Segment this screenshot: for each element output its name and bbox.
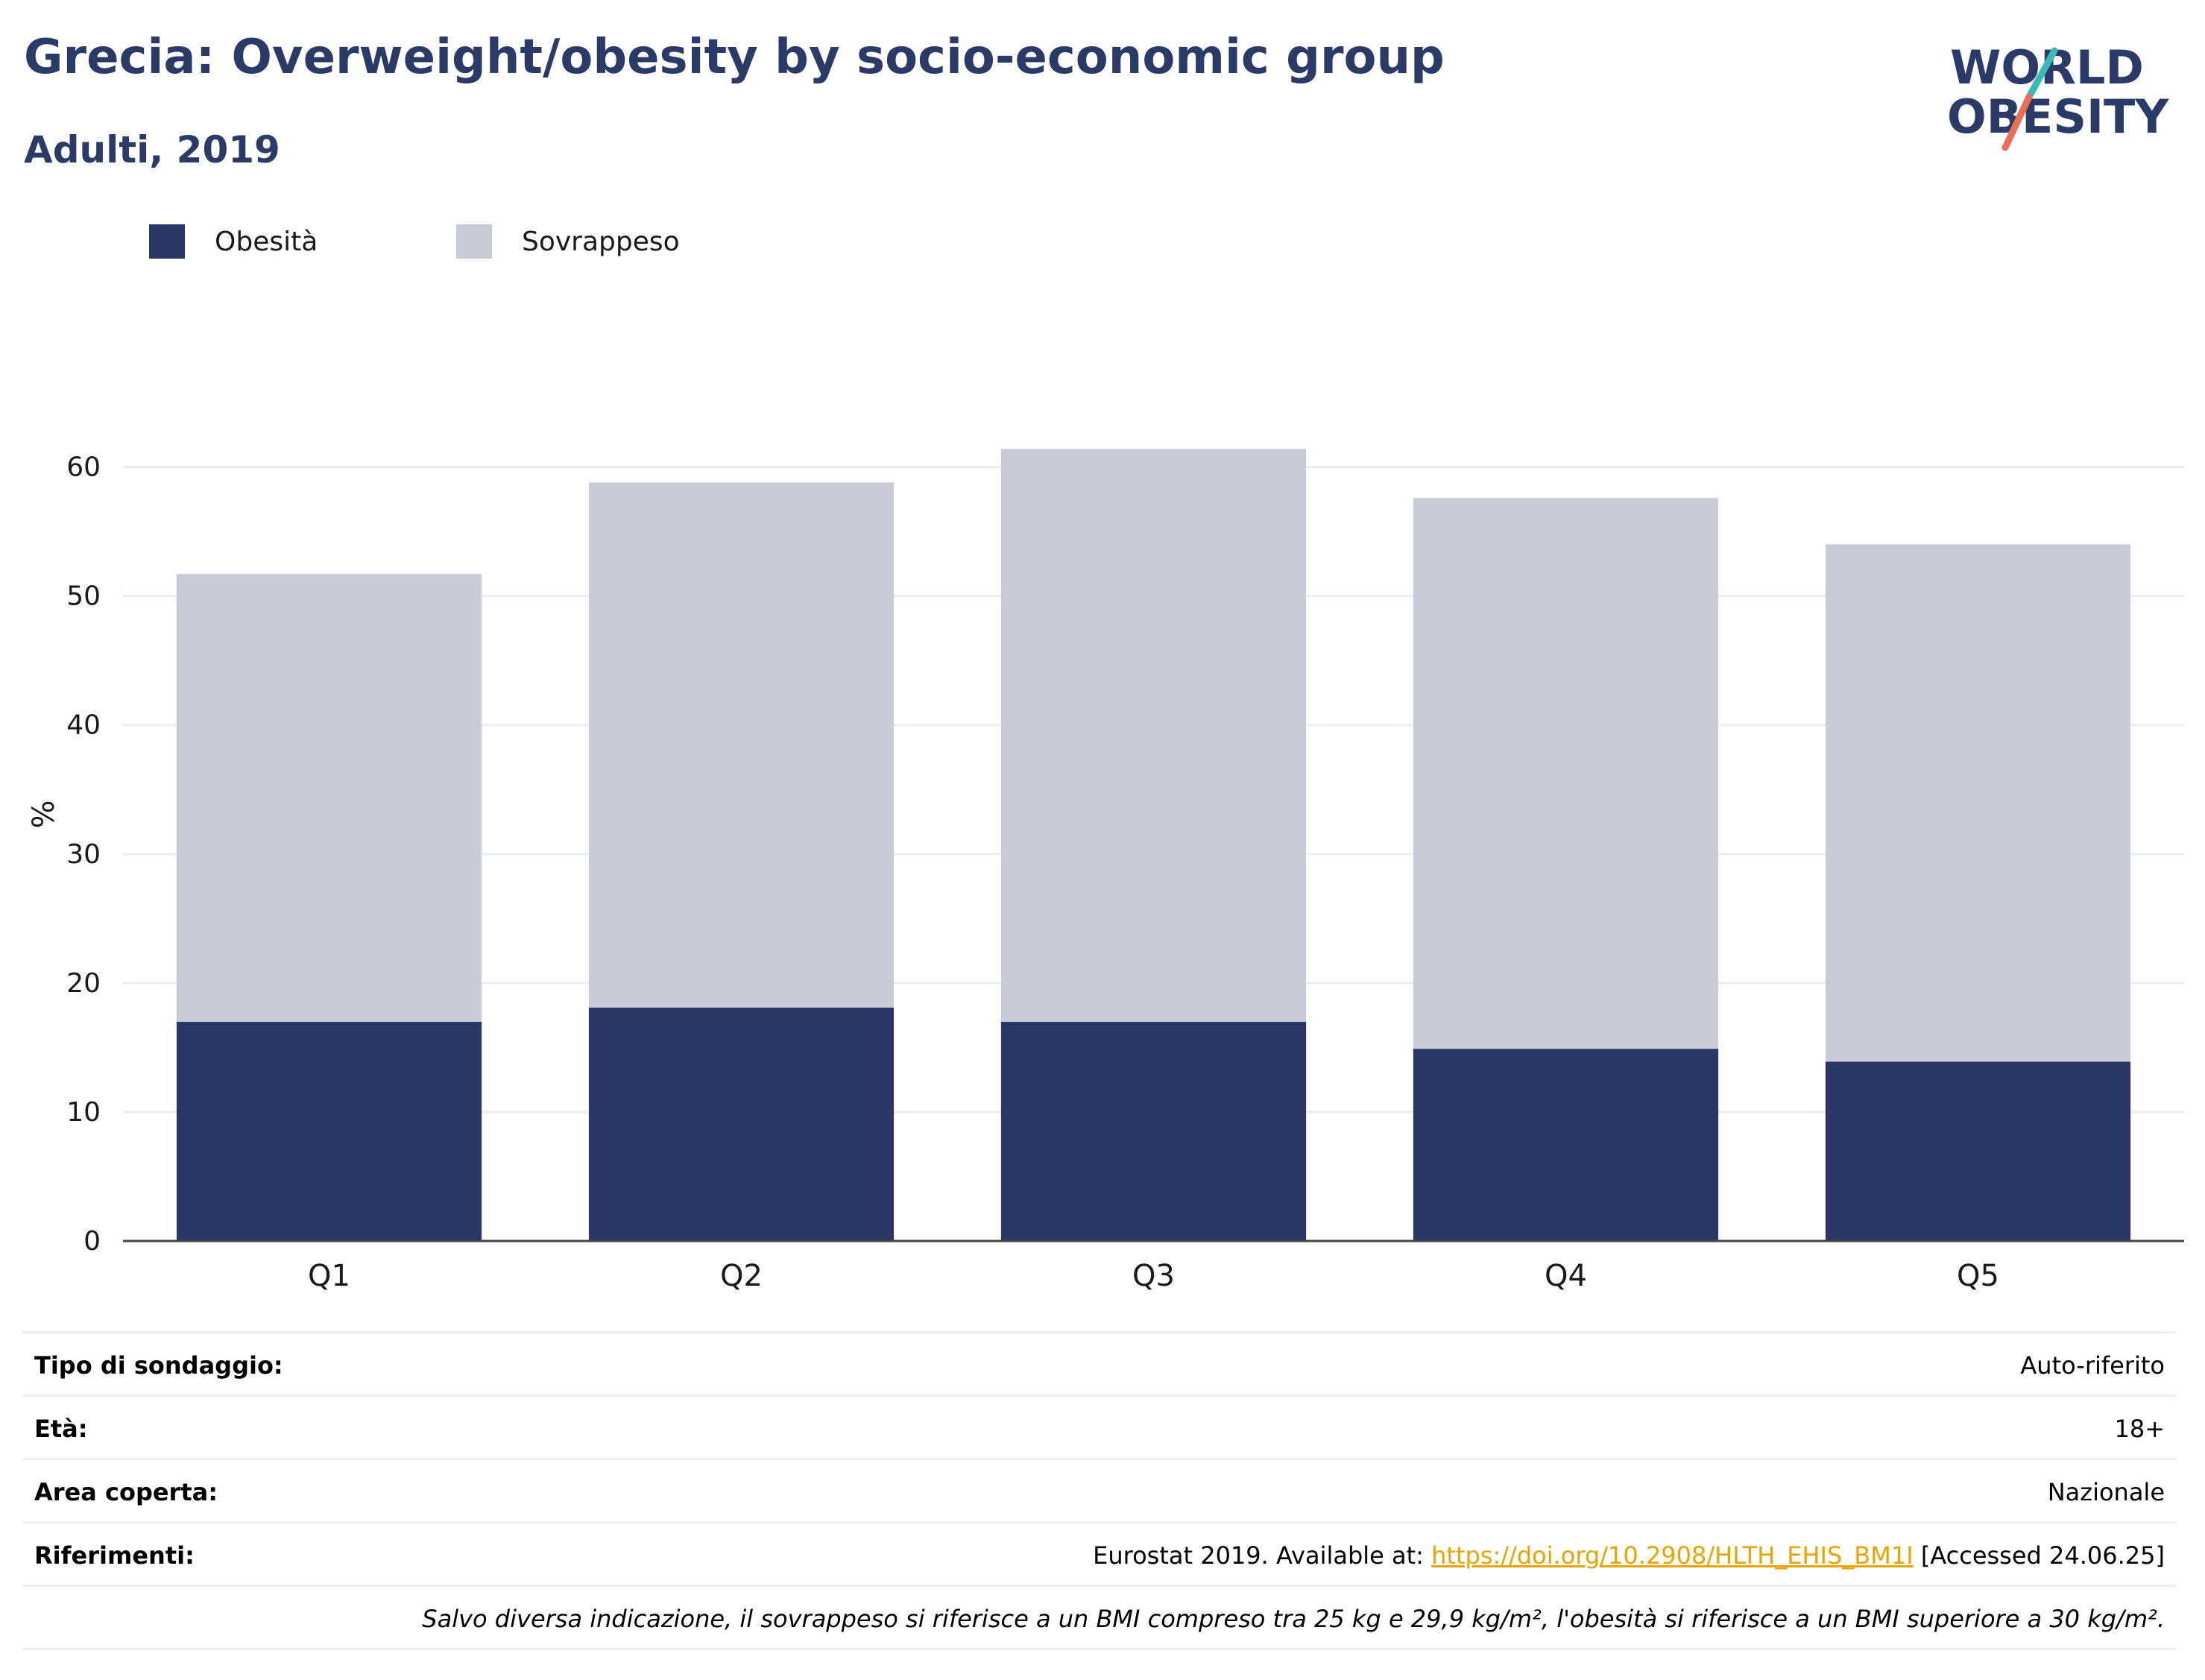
bar-overweight-q1[interactable] (176, 574, 482, 1022)
info-row-note: Salvo diversa indicazione, il sovrappeso… (22, 1585, 2177, 1650)
area-value: Nazionale (2047, 1478, 2165, 1506)
bar-obesity-q3[interactable] (1000, 1021, 1307, 1241)
x-tick-label: Q4 (1545, 1259, 1587, 1293)
x-tick-label: Q3 (1132, 1259, 1175, 1293)
world-obesity-logo: WORLD OBESITY (1947, 40, 2169, 151)
y-tick-label: 60 (66, 452, 101, 483)
bar-overweight-q5[interactable] (1825, 544, 2131, 1062)
info-row-references: Riferimenti: Eurostat 2019. Available at… (22, 1521, 2177, 1585)
y-tick-label: 50 (66, 581, 101, 612)
info-row-survey-type: Tipo di sondaggio: Auto-riferito (22, 1331, 2177, 1395)
info-table: Tipo di sondaggio: Auto-riferito Età: 18… (22, 1331, 2177, 1650)
legend-label-overweight: Sovrappeso (522, 226, 680, 257)
chart-title: Grecia: Overweight/obesity by socio-econ… (24, 30, 1445, 85)
bar-obesity-q4[interactable] (1413, 1049, 1719, 1241)
references-label: Riferimenti: (34, 1541, 195, 1570)
legend-swatch-overweight (456, 224, 492, 259)
references-suffix: [Accessed 24.06.25] (1913, 1541, 2165, 1570)
legend-swatch-obesity (149, 224, 185, 259)
info-row-age: Età: 18+ (22, 1395, 2177, 1458)
references-value: Eurostat 2019. Available at: https://doi… (1093, 1541, 2165, 1570)
bar-chart: 0 10 20 30 40 50 60% Q1 Q2 Q3 Q4 Q5 (27, 449, 2184, 1293)
y-tick-label: 40 (66, 710, 101, 741)
bar-overweight-q4[interactable] (1413, 498, 1719, 1049)
y-tick-label: 30 (66, 839, 101, 870)
age-label: Età: (34, 1415, 88, 1443)
legend-item-obesity[interactable]: Obesità (149, 222, 318, 261)
x-tick-label: Q1 (308, 1259, 350, 1293)
bar-obesity-q2[interactable] (588, 1007, 895, 1241)
logo-slash-top (2025, 47, 2058, 101)
legend-item-overweight[interactable]: Sovrappeso (456, 222, 680, 261)
references-link[interactable]: https://doi.org/10.2908/HLTH_EHIS_BM1I (1431, 1541, 1914, 1570)
area-label: Area coperta: (34, 1478, 218, 1506)
x-tick-label: Q2 (720, 1259, 763, 1293)
survey-type-label: Tipo di sondaggio: (34, 1351, 283, 1380)
bar-obesity-q1[interactable] (176, 1021, 482, 1241)
y-tick-label: 0 (83, 1226, 101, 1257)
y-tick-label: 10 (66, 1097, 101, 1128)
chart-subtitle: Adulti, 2019 (24, 128, 280, 171)
definition-note: Salvo diversa indicazione, il sovrappeso… (422, 1605, 2165, 1633)
bar-obesity-q5[interactable] (1825, 1061, 2131, 1241)
y-tick-label: 20 (66, 968, 101, 999)
age-value: 18+ (2114, 1415, 2165, 1443)
legend-label-obesity: Obesità (215, 226, 318, 257)
references-prefix: Eurostat 2019. Available at: (1093, 1541, 1432, 1570)
bar-overweight-q3[interactable] (1000, 449, 1307, 1022)
x-tick-label: Q5 (1957, 1259, 1999, 1293)
survey-type-value: Auto-riferito (2020, 1351, 2165, 1380)
logo-slash-bottom (2001, 93, 2033, 151)
bar-overweight-q2[interactable] (588, 482, 895, 1008)
logo-line2: OBESITY (1947, 89, 2169, 144)
info-row-area: Area coperta: Nazionale (22, 1458, 2177, 1521)
y-axis-label: % (27, 800, 61, 828)
